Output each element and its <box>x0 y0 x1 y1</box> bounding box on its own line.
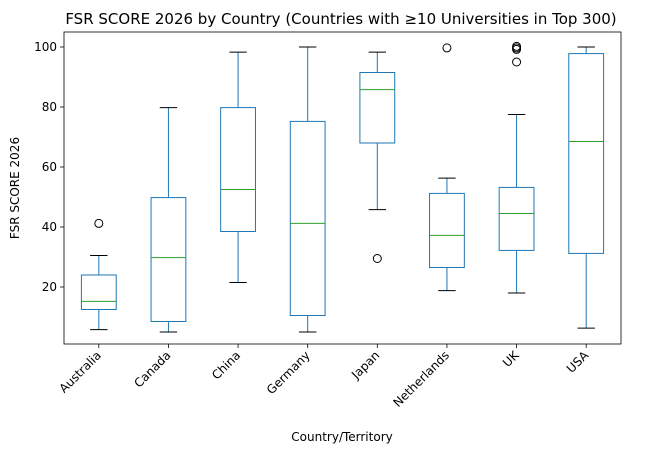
box-china <box>220 51 256 283</box>
outlier-point <box>442 43 452 53</box>
x-tick-label-netherlands: Netherlands <box>390 348 452 410</box>
x-tick-label-canada: Canada <box>131 348 173 390</box>
iqr-box <box>359 72 396 144</box>
y-tick-label: 100 <box>34 40 57 54</box>
x-axis-label: Country/Territory <box>291 430 392 444</box>
y-tick-label: 40 <box>42 220 57 234</box>
iqr-box <box>498 186 535 251</box>
y-tick-label: 60 <box>42 160 57 174</box>
y-axis-label: FSR SCORE 2026 <box>8 137 22 239</box>
outlier-point <box>372 254 382 263</box>
chart-title: FSR SCORE 2026 by Country (Countries wit… <box>65 10 616 28</box>
y-tick-label: 80 <box>42 100 57 114</box>
x-tick-label-usa: USA <box>564 348 592 376</box>
iqr-box <box>80 274 117 310</box>
box-canada <box>150 107 187 333</box>
x-tick-label-china: China <box>209 348 243 382</box>
plot-frame <box>63 31 622 345</box>
iqr-box <box>289 120 326 317</box>
outlier-point <box>512 41 522 51</box>
box-uk <box>498 41 535 294</box>
plot-area <box>80 41 605 333</box>
x-tick-label-germany: Germany <box>264 348 313 397</box>
box-usa <box>568 46 605 329</box>
x-tick-label-uk: UK <box>500 347 522 369</box>
y-tick-label: 20 <box>42 280 57 294</box>
box-netherlands <box>429 43 465 292</box>
box-japan <box>359 51 396 263</box>
iqr-box <box>429 192 465 268</box>
iqr-box <box>150 197 187 323</box>
x-tick-label-japan: Japan <box>348 348 382 382</box>
x-tick-label-australia: Australia <box>56 348 103 395</box>
iqr-box <box>220 107 256 232</box>
box-germany <box>289 46 326 333</box>
iqr-box <box>568 53 605 254</box>
outlier-point <box>512 57 522 67</box>
box-australia <box>80 218 117 331</box>
outlier-point <box>94 218 104 228</box>
